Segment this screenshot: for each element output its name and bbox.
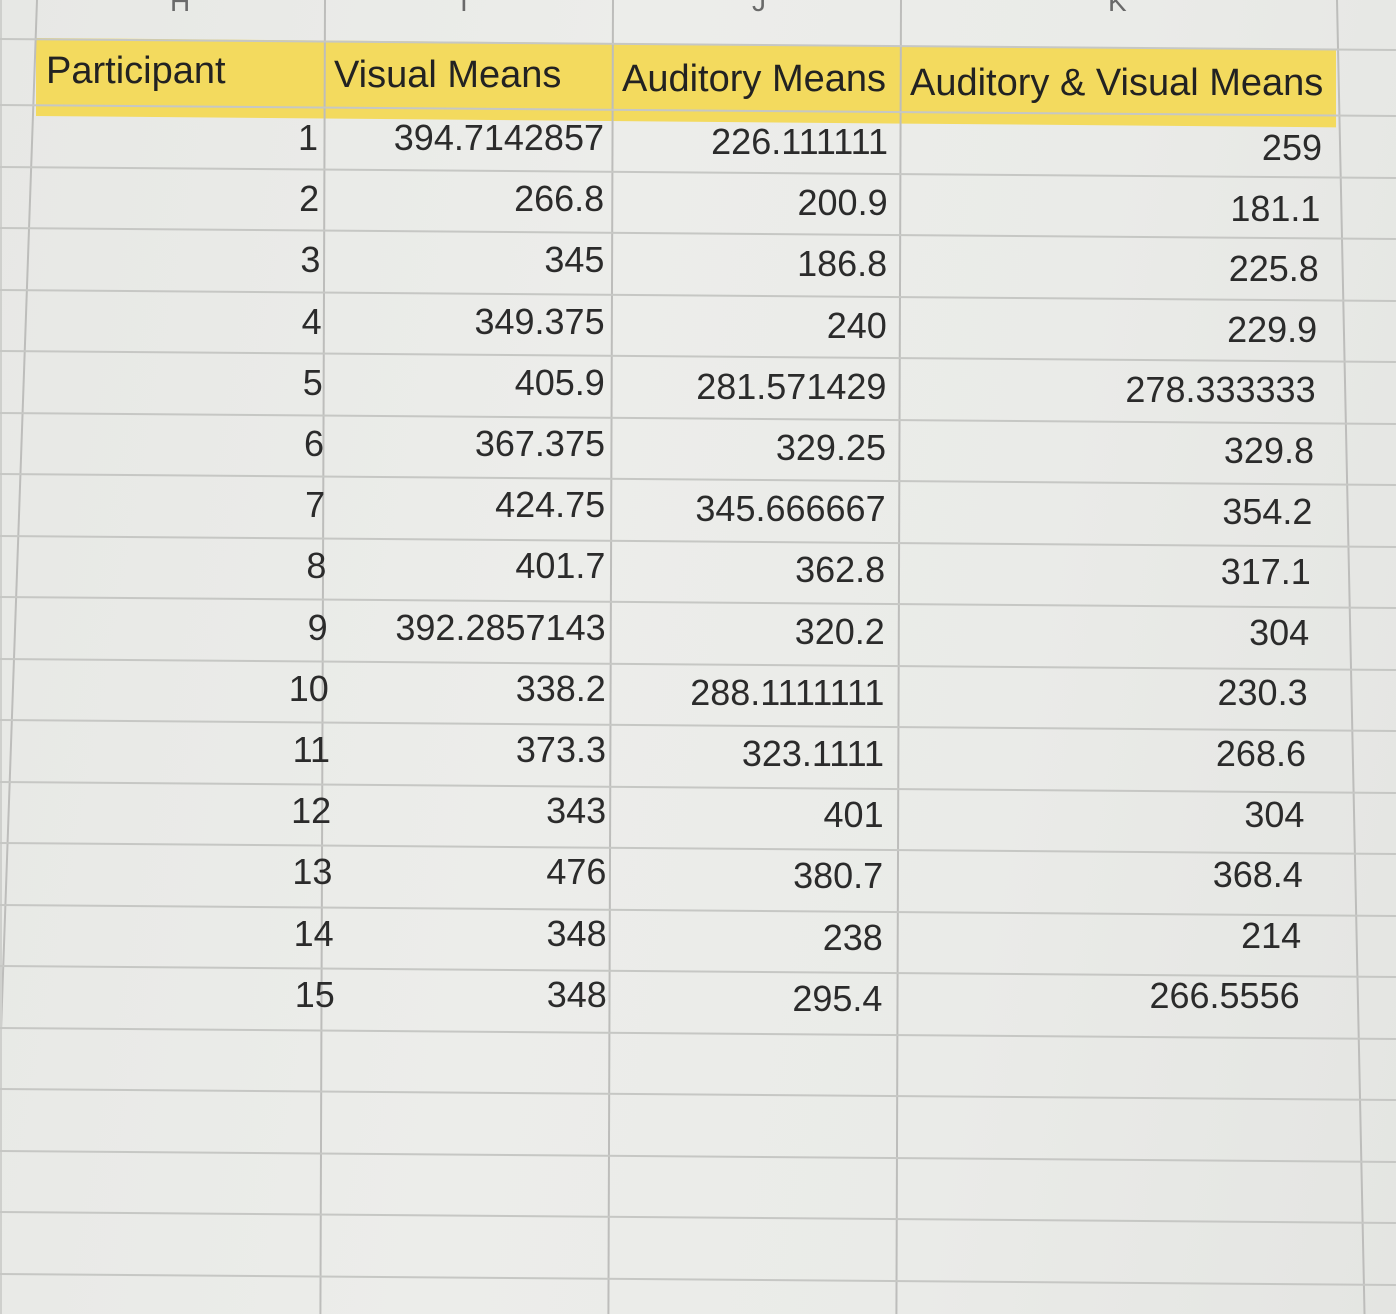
table-cell[interactable]: 476 bbox=[546, 851, 607, 893]
table-cell[interactable]: 329.25 bbox=[775, 427, 886, 468]
header-cell[interactable]: Visual Means bbox=[334, 54, 562, 96]
column-letter-i[interactable]: I bbox=[460, 0, 468, 17]
table-cell[interactable]: 323.1111 bbox=[741, 733, 884, 774]
table-cell[interactable]: 405.9 bbox=[514, 361, 605, 403]
table-cell[interactable]: 348 bbox=[546, 973, 607, 1015]
column-gridline bbox=[895, 0, 902, 1314]
row-gridline bbox=[0, 165, 1396, 179]
table-cell[interactable]: 367.375 bbox=[474, 423, 605, 464]
participant-id-cell[interactable]: 14 bbox=[293, 912, 334, 954]
table-cell[interactable]: 278.333333 bbox=[1125, 369, 1316, 411]
table-cell[interactable]: 345 bbox=[544, 239, 605, 281]
participant-id-cell[interactable]: 4 bbox=[301, 300, 322, 342]
table-cell[interactable]: 288.1111111 bbox=[690, 671, 885, 713]
row-gridline bbox=[0, 350, 1396, 363]
column-gridline bbox=[1336, 0, 1366, 1314]
participant-id-cell[interactable]: 7 bbox=[305, 484, 326, 526]
table-cell[interactable]: 186.8 bbox=[797, 243, 888, 285]
participant-id-cell[interactable]: 11 bbox=[292, 729, 330, 770]
table-cell[interactable]: 362.8 bbox=[795, 549, 886, 591]
table-cell[interactable]: 368.4 bbox=[1212, 854, 1303, 896]
row-gridline bbox=[0, 534, 1396, 548]
table-cell[interactable]: 214 bbox=[1241, 914, 1302, 956]
table-cell[interactable]: 181.1 bbox=[1230, 187, 1321, 229]
column-gridline bbox=[607, 0, 614, 1314]
row-gridline bbox=[0, 1211, 1396, 1224]
table-cell[interactable]: 259 bbox=[1261, 127, 1322, 168]
table-cell[interactable]: 343 bbox=[546, 790, 607, 832]
table-cell[interactable]: 349.375 bbox=[474, 300, 605, 342]
header-cell[interactable]: Auditory & Visual Means bbox=[910, 62, 1324, 104]
table-cell[interactable]: 266.8 bbox=[514, 178, 605, 220]
row-gridline bbox=[0, 903, 1396, 917]
table-cell[interactable]: 401 bbox=[823, 794, 884, 836]
participant-id-cell[interactable]: 5 bbox=[302, 361, 323, 403]
header-cell[interactable]: Auditory Means bbox=[622, 58, 887, 100]
table-cell[interactable]: 238 bbox=[822, 916, 883, 958]
participant-id-cell[interactable]: 3 bbox=[300, 239, 321, 281]
row-gridline bbox=[0, 411, 1396, 425]
participant-id-cell[interactable]: 15 bbox=[294, 973, 335, 1015]
row-gridline bbox=[0, 1272, 1396, 1286]
participant-id-cell[interactable]: 12 bbox=[291, 790, 332, 832]
row-gridline bbox=[0, 288, 1396, 302]
participant-id-cell[interactable]: 13 bbox=[292, 851, 333, 893]
row-gridline bbox=[0, 842, 1396, 855]
table-cell[interactable]: 304 bbox=[1249, 611, 1310, 653]
table-cell[interactable]: 348 bbox=[546, 912, 607, 954]
row-gridline bbox=[0, 596, 1396, 609]
table-cell[interactable]: 295.4 bbox=[792, 977, 883, 1019]
row-gridline bbox=[0, 1026, 1396, 1040]
table-cell[interactable]: 320.2 bbox=[794, 610, 885, 652]
table-cell[interactable]: 424.75 bbox=[495, 484, 606, 526]
row-gridline bbox=[0, 473, 1396, 486]
header-cell[interactable]: Participant bbox=[46, 50, 226, 92]
participant-id-cell[interactable]: 8 bbox=[306, 545, 327, 587]
table-cell[interactable]: 394.7142857 bbox=[393, 117, 604, 158]
participant-id-cell[interactable]: 10 bbox=[288, 667, 329, 709]
participant-id-cell[interactable]: 1 bbox=[297, 117, 318, 158]
table-cell[interactable]: 380.7 bbox=[793, 855, 884, 897]
table-cell[interactable]: 345.666667 bbox=[695, 488, 886, 530]
table-cell[interactable]: 240 bbox=[826, 304, 887, 346]
participant-id-cell[interactable]: 2 bbox=[299, 178, 320, 220]
row-gridline bbox=[0, 780, 1396, 794]
table-cell[interactable]: 200.9 bbox=[797, 182, 888, 224]
column-letter-j[interactable]: J bbox=[752, 0, 766, 17]
table-cell[interactable]: 392.2857143 bbox=[395, 606, 606, 648]
table-cell[interactable]: 268.6 bbox=[1215, 733, 1306, 774]
table-cell[interactable]: 329.8 bbox=[1223, 430, 1314, 471]
participant-id-cell[interactable]: 9 bbox=[307, 606, 328, 648]
column-letter-k[interactable]: K bbox=[1108, 0, 1127, 17]
table-cell[interactable]: 304 bbox=[1244, 793, 1305, 835]
table-cell[interactable]: 401.7 bbox=[515, 545, 606, 587]
table-cell[interactable]: 230.3 bbox=[1217, 672, 1308, 714]
row-gridline bbox=[0, 657, 1396, 671]
table-cell[interactable]: 266.5556 bbox=[1149, 975, 1300, 1017]
row-gridline bbox=[0, 1149, 1396, 1163]
table-cell[interactable]: 373.3 bbox=[515, 729, 606, 770]
column-gridline bbox=[319, 0, 326, 1314]
row-gridline bbox=[0, 1088, 1396, 1101]
table-cell[interactable]: 281.571429 bbox=[696, 365, 887, 407]
row-gridline bbox=[0, 227, 1396, 240]
table-cell[interactable]: 229.9 bbox=[1227, 308, 1318, 350]
row-gridline bbox=[0, 719, 1396, 732]
table-cell[interactable]: 338.2 bbox=[515, 667, 606, 709]
table-cell[interactable]: 225.8 bbox=[1228, 248, 1319, 290]
table-cell[interactable]: 354.2 bbox=[1222, 490, 1313, 532]
column-letter-h[interactable]: H bbox=[170, 0, 191, 17]
table-cell[interactable]: 317.1 bbox=[1220, 551, 1311, 593]
table-cell[interactable]: 226.111111 bbox=[711, 121, 888, 162]
column-gridline bbox=[0, 0, 38, 1314]
participant-id-cell[interactable]: 6 bbox=[303, 423, 324, 464]
column-gridline bbox=[0, 0, 2, 1314]
